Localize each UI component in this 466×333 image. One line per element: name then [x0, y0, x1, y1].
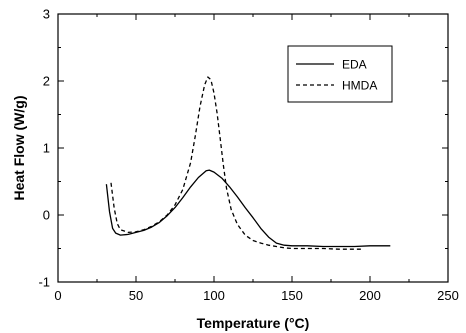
legend-box	[287, 45, 393, 103]
series-line-eda	[105, 169, 391, 248]
y-tick-label: -1	[38, 275, 50, 290]
series-line-hmda	[110, 76, 363, 250]
x-tick-label: 150	[281, 288, 303, 303]
x-tick-label: 100	[203, 288, 225, 303]
y-tick-label: 0	[43, 208, 50, 223]
y-tick-label: 3	[43, 7, 50, 22]
x-axis-title: Temperature (°C)	[197, 315, 310, 331]
legend-label-hmda: HMDA	[342, 79, 377, 93]
x-tick-label: 200	[359, 288, 381, 303]
x-tick-label: 250	[437, 288, 459, 303]
legend-label-eda: EDA	[342, 58, 367, 72]
x-tick-label: 50	[129, 288, 143, 303]
legend: EDA HMDA	[287, 45, 393, 103]
y-tick-label: 1	[43, 141, 50, 156]
y-axis-title: Heat Flow (W/g)	[11, 96, 27, 201]
y-tick-label: 2	[43, 74, 50, 89]
plot-area	[105, 76, 391, 250]
x-tick-label: 0	[54, 288, 61, 303]
axes: 0 50 100 150 200 250 -1 0 1 2 3 Temperature (°C) Hea…	[11, 7, 459, 332]
